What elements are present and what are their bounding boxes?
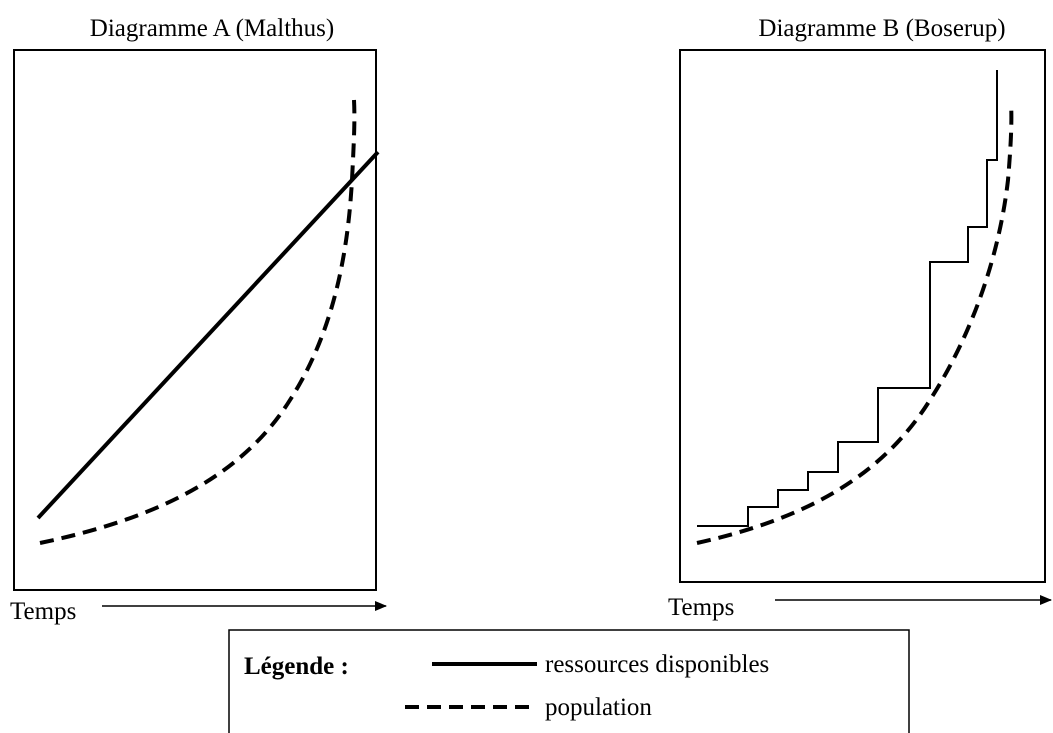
diagram-title: Diagramme A (Malthus) <box>90 15 334 42</box>
x-axis-label: Temps <box>668 594 734 621</box>
population-curve <box>696 102 1014 545</box>
x-axis-label: Temps <box>10 598 76 625</box>
legend-title: Légende : <box>244 653 349 680</box>
resources-line <box>36 150 380 520</box>
diagram-frame <box>679 49 1046 583</box>
diagram-frame <box>13 49 377 591</box>
resources-steps <box>697 70 998 527</box>
legend-entry: ressources disponibles <box>545 651 769 678</box>
legend-frame <box>228 629 910 733</box>
diagram-title: Diagramme B (Boserup) <box>758 15 1005 42</box>
legend-entry: population <box>545 694 652 721</box>
population-curve <box>39 99 357 545</box>
